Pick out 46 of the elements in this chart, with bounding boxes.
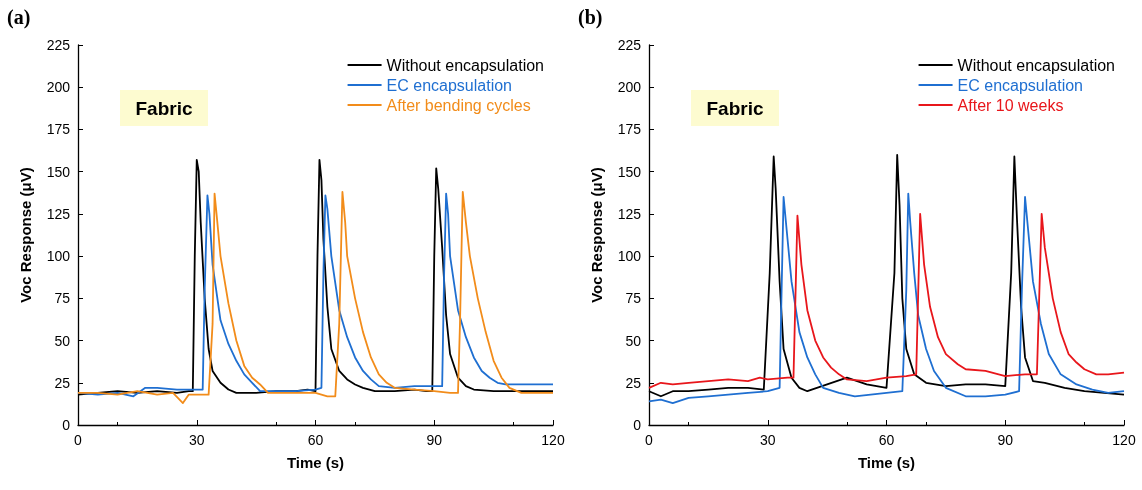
legend-label: Without encapsulation [386, 56, 545, 74]
y-tick-label: 175 [46, 121, 71, 138]
annotation: Fabric [706, 97, 764, 119]
y-tick-label: 150 [46, 163, 71, 180]
x-tick-label: 90 [997, 432, 1014, 448]
legend-label: After bending cycles [386, 96, 531, 114]
y-axis-title: Voc Response (μV) [588, 167, 605, 303]
y-tick-label: 25 [54, 374, 71, 391]
y-tick-label: 50 [625, 332, 642, 349]
y-tick-label: 200 [46, 79, 71, 96]
line-series [648, 192, 1125, 404]
annotation: Fabric [135, 97, 193, 119]
x-tick-label: 0 [645, 432, 654, 448]
chart-title: (b) [578, 6, 603, 29]
x-axis-title: Time (s) [857, 454, 916, 471]
chart-title: (a) [7, 6, 31, 29]
y-tick-label: 125 [46, 205, 71, 222]
x-tick-label: 30 [188, 432, 205, 448]
y-tick-label: 100 [46, 248, 71, 265]
y-tick-label: 175 [617, 121, 642, 138]
y-tick-label: 50 [54, 332, 71, 349]
legend-label: EC encapsulation [957, 76, 1083, 94]
y-tick-label: 0 [62, 417, 71, 433]
x-tick-label: 90 [426, 432, 443, 448]
x-tick-label: 120 [1112, 432, 1136, 448]
y-tick-label: 0 [633, 417, 642, 433]
y-tick-label: 75 [625, 290, 642, 307]
y-tick-label: 225 [46, 37, 71, 53]
y-axis-title: Voc Response (μV) [17, 167, 34, 303]
legend-label: EC encapsulation [386, 76, 512, 94]
x-tick-label: 120 [541, 432, 565, 448]
legend-label: Without encapsulation [957, 56, 1116, 74]
y-tick-label: 150 [617, 163, 642, 180]
x-tick-label: 60 [307, 432, 324, 448]
y-tick-label: 200 [617, 79, 642, 96]
y-tick-label: 125 [617, 205, 642, 222]
line-series [648, 212, 1125, 389]
y-tick-label: 25 [625, 374, 642, 391]
x-tick-label: 60 [878, 432, 895, 448]
x-axis-title: Time (s) [286, 454, 345, 471]
x-tick-label: 30 [759, 432, 776, 448]
x-tick-label: 0 [74, 432, 83, 448]
y-tick-label: 75 [54, 290, 71, 307]
y-tick-label: 100 [617, 248, 642, 265]
y-tick-label: 225 [617, 37, 642, 53]
legend-label: After 10 weeks [957, 96, 1064, 114]
